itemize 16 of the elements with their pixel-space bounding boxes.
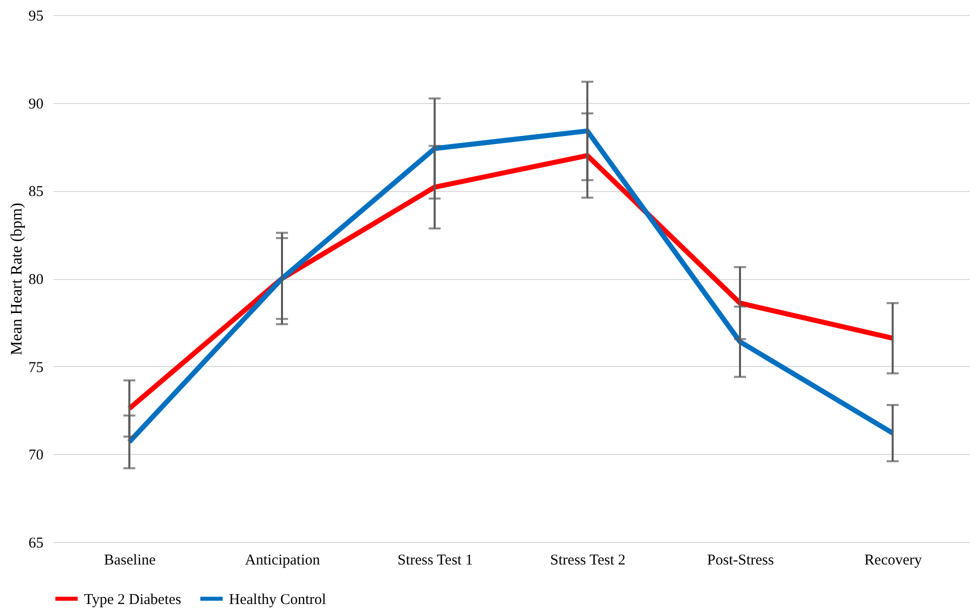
y-tick-label: 95 bbox=[28, 8, 44, 24]
y-tick-label: 75 bbox=[28, 360, 44, 376]
x-tick-label: Recovery bbox=[864, 552, 922, 568]
legend-label: Type 2 Diabetes bbox=[84, 592, 182, 608]
y-tick-label: 90 bbox=[28, 96, 44, 112]
y-axis-title: Mean Heart Rate (bpm) bbox=[8, 202, 26, 356]
x-tick-label: Stress Test 1 bbox=[397, 552, 473, 568]
y-tick-label: 65 bbox=[28, 536, 44, 552]
x-tick-label: Baseline bbox=[104, 552, 156, 568]
y-tick-label: 70 bbox=[28, 448, 44, 464]
y-tick-label: 80 bbox=[28, 272, 44, 288]
legend-label: Healthy Control bbox=[229, 592, 326, 608]
x-tick-label: Anticipation bbox=[245, 552, 320, 568]
x-tick-label: Stress Test 2 bbox=[550, 552, 626, 568]
y-tick-label: 85 bbox=[28, 184, 44, 200]
x-tick-label: Post-Stress bbox=[707, 552, 774, 568]
